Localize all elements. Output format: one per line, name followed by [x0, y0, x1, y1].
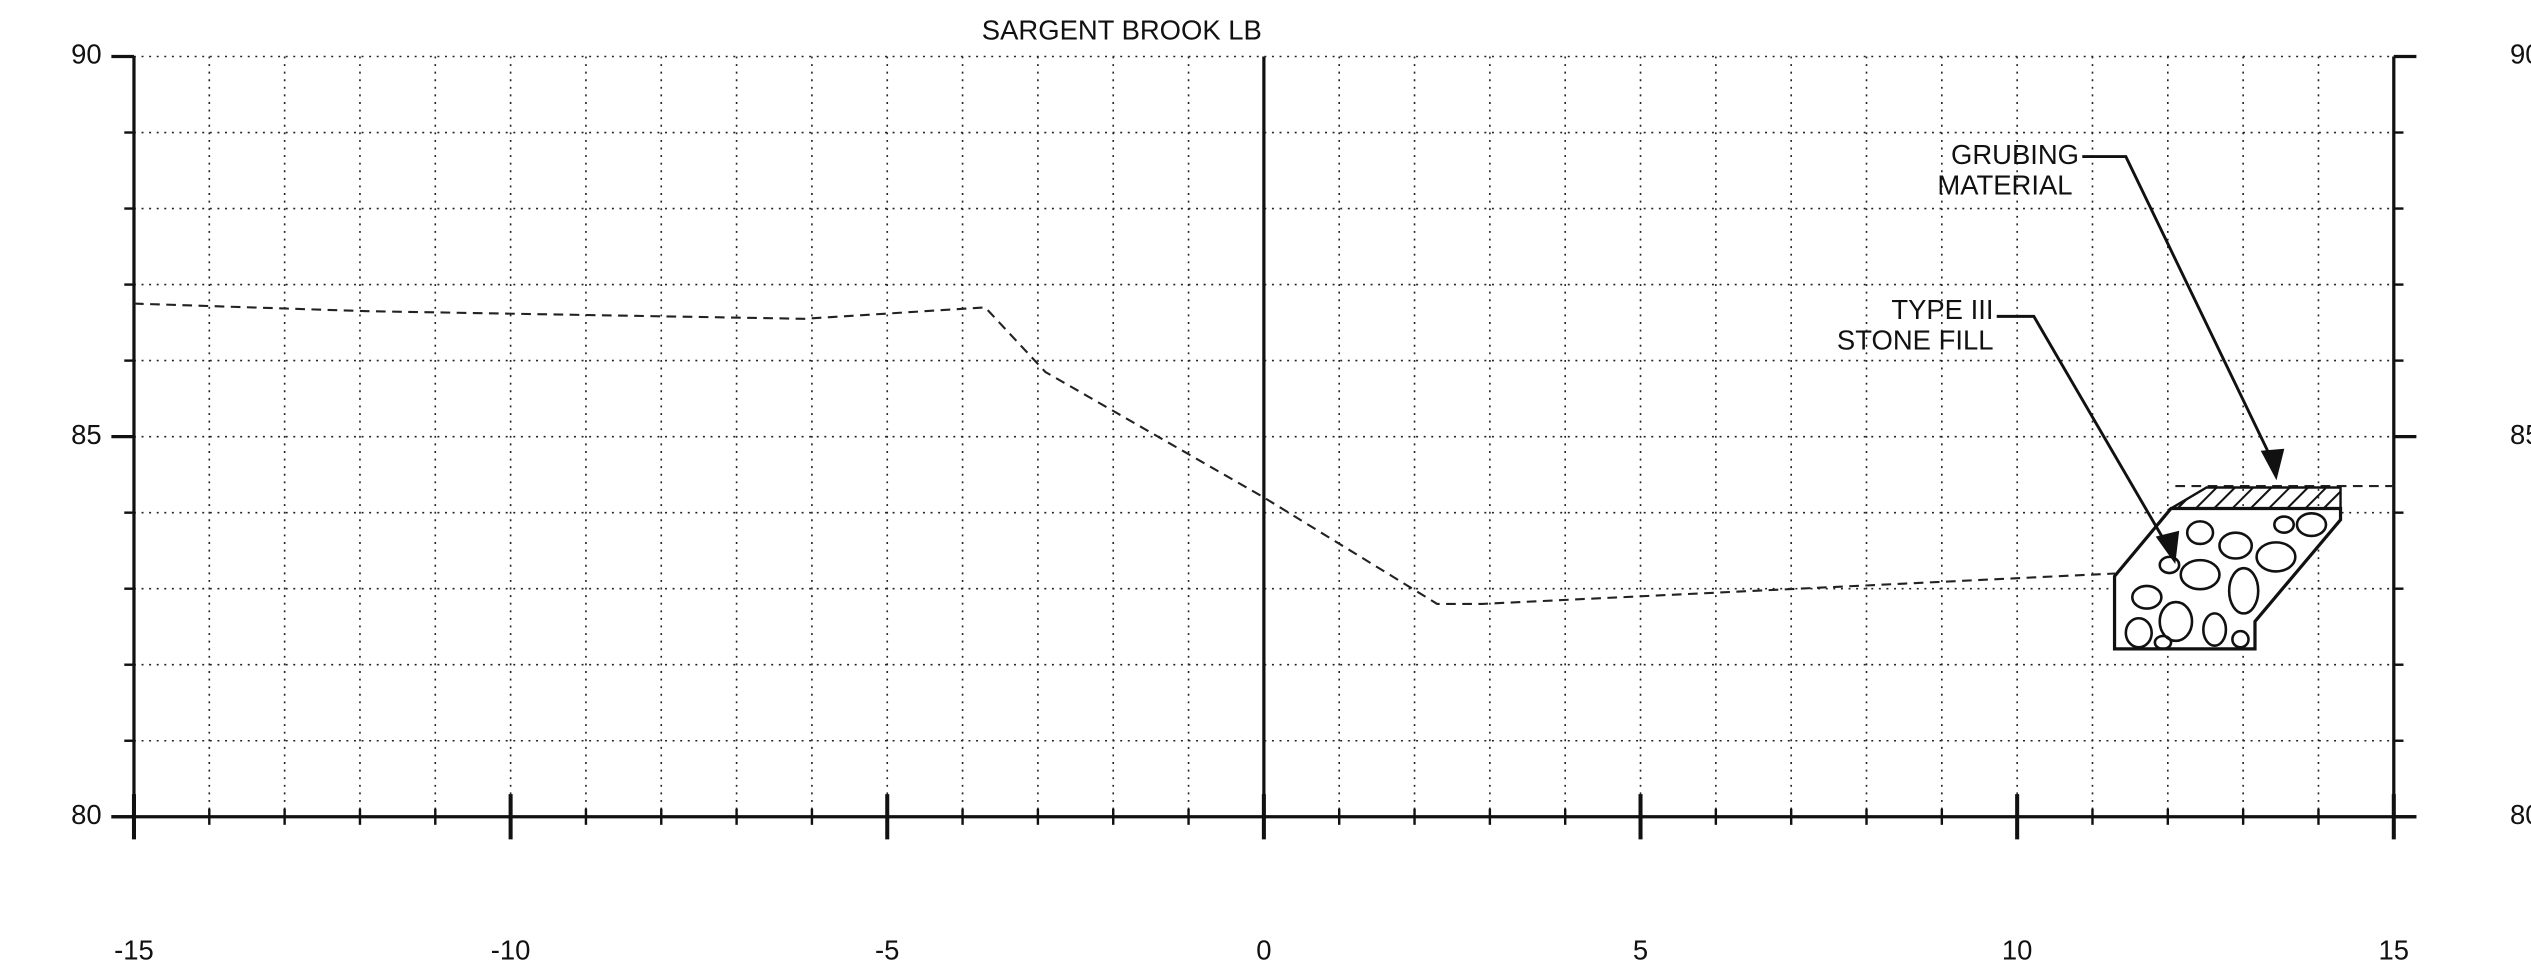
leaders: [1996, 155, 2285, 565]
y2-tick-label: 90: [2510, 39, 2531, 70]
annotation: MATERIAL: [1937, 169, 2072, 200]
annotation: GRUBING: [1951, 139, 2079, 170]
y-tick-label: 85: [71, 419, 102, 450]
x-tick-label: 5: [1633, 935, 1648, 966]
annotation: STONE FILL: [1837, 324, 1994, 355]
x-tick-label: 0: [1256, 935, 1271, 966]
y-tick-label: 80: [71, 799, 102, 830]
x-tick-label: 15: [2379, 935, 2410, 966]
y2-tick-label: 85: [2510, 419, 2531, 450]
ground-line: [133, 302, 2394, 605]
annotation: TYPE III: [1891, 294, 1993, 325]
x-tick-label: -10: [491, 935, 531, 966]
y2-tick-label: 80: [2510, 799, 2531, 830]
x-tick-label: 10: [2002, 935, 2033, 966]
chart-title: SARGENT BROOK LB: [982, 15, 1262, 46]
x-tick-label: -15: [114, 935, 154, 966]
y-tick-label: 90: [71, 39, 102, 70]
x-tick-label: -5: [875, 935, 899, 966]
